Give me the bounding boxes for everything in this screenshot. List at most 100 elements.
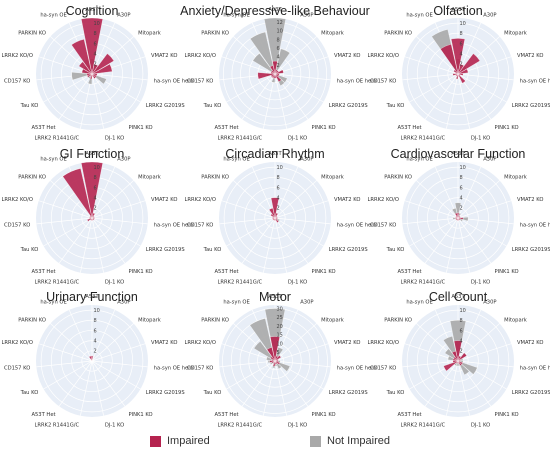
bar-impaired-cd157-ko [86, 73, 93, 76]
chart-title: GI Function [60, 147, 125, 161]
category-label-a30p: A30P [117, 12, 130, 18]
category-label-dj-1-ko: DJ-1 KO [105, 423, 124, 429]
bar-impaired-mitopark [457, 53, 481, 75]
tick-label: 6 [94, 41, 97, 47]
bar-impaired-a53t [456, 212, 460, 219]
category-label-mitopark: Mitopark [138, 31, 161, 37]
bar-impaired-a53t [81, 161, 103, 219]
spoke-line [274, 73, 331, 81]
bar-impaired-cd157-ko [269, 360, 276, 363]
bar-impaired-cd157-ko [452, 360, 459, 363]
spoke-line [91, 360, 126, 407]
spoke-line [91, 166, 116, 219]
spoke-line [424, 360, 459, 407]
spoke-line [402, 73, 459, 81]
spoke-line [226, 73, 276, 103]
bar-not-impaired-parkin-ko [252, 53, 276, 75]
tick-label: 10 [94, 21, 100, 27]
category-label-ha-syn-oe-hemi: ha-syn OE hemi [337, 365, 378, 371]
tick-label: 5 [277, 350, 280, 356]
tick-label: 25 [277, 315, 283, 321]
category-label-pink1-ko: PINK1 KO [128, 269, 152, 275]
category-label-a30p: A30P [300, 12, 313, 18]
bar-impaired-ha-syn-oe [440, 44, 459, 75]
category-label-lrrk2-r1441g-c: LRRK2 R1441G/C [400, 136, 445, 142]
category-label-pink1-ko: PINK1 KO [494, 269, 518, 275]
category-label-vmat2-ko: VMAT2 KO [151, 197, 178, 203]
bar-impaired-lrrk2-g2019s [91, 73, 98, 78]
spoke-line [457, 200, 512, 219]
category-label-tau-ko: Tau KO [203, 390, 222, 396]
category-label-lrrk2-ko-o: LRRK2 KO/O [2, 53, 33, 59]
spoke-line [58, 360, 93, 407]
category-label-cd157-ko: CD157 KO [187, 78, 213, 84]
category-label-cd157-ko: CD157 KO [370, 365, 396, 371]
polar-chart-grid: Cognition 2 4 6 8 10 A53T A30P Mitopark VMAT2 KO h… [2, 4, 550, 429]
category-label-mitopark: Mitopark [504, 318, 527, 324]
tick-label: 8 [94, 318, 97, 324]
category-label-ha-syn-oe: ha-syn OE [406, 156, 432, 162]
bar-impaired-ha-syn-oe-hemi [457, 217, 464, 220]
category-label-lrrk2-r1441g-c: LRRK2 R1441G/C [217, 136, 262, 142]
bar-impaired-parkin-ko [453, 356, 459, 362]
bar-impaired-a53t [451, 38, 465, 75]
bar-impaired-tau-ko [86, 217, 93, 222]
bar-impaired-lrrk2-g2019s [457, 360, 464, 365]
category-label-a53t-het: A53T Het [31, 125, 55, 131]
category-label-a30p: A30P [300, 156, 313, 162]
category-label-ha-syn-oe: ha-syn OE [40, 299, 66, 305]
tick-label: 6 [460, 328, 463, 334]
chart-motor: Motor 5 10 15 20 25 30 A53T A30P Mitopark VMAT2 KO… [185, 290, 378, 429]
category-label-mitopark: Mitopark [138, 318, 161, 324]
bar-impaired-mitopark [457, 352, 467, 362]
category-label-dj-1-ko: DJ-1 KO [471, 136, 490, 142]
bar-impaired-pink1-ko [91, 73, 96, 79]
category-label-parkin-ko: PARKIN KO [18, 318, 46, 324]
category-label-dj-1-ko: DJ-1 KO [288, 136, 307, 142]
bar-impaired-ha-syn-oe [269, 65, 276, 75]
spoke-line [424, 217, 459, 264]
category-label-ha-syn-oe: ha-syn OE [40, 12, 66, 18]
category-label-a53t-het: A53T Het [397, 125, 421, 131]
category-label-vmat2-ko: VMAT2 KO [151, 53, 178, 59]
category-label-pink1-ko: PINK1 KO [311, 125, 335, 131]
spoke-line [274, 166, 299, 219]
category-label-a53t: A53T [85, 151, 99, 157]
category-label-cd157-ko: CD157 KO [370, 222, 396, 228]
spoke-line [91, 360, 148, 368]
spoke-line [38, 200, 93, 219]
bar-impaired-a53t [453, 340, 463, 362]
bar-impaired-tau-ko [86, 73, 93, 78]
tick-label: 15 [277, 333, 283, 339]
spoke-line [457, 73, 507, 103]
spoke-line [219, 217, 276, 225]
category-label-tau-ko: Tau KO [386, 390, 405, 396]
chart-cardiovascular-function: Cardiovascular Function 2 4 6 8 10 A53T A30P Mit… [368, 147, 550, 286]
spoke-line [219, 360, 276, 368]
spoke-line [416, 36, 459, 75]
chart-cell-count: Cell Count 2 4 6 8 10 A53T A30P Mitopark VMAT2 KO… [368, 290, 550, 429]
chart-cognition: Cognition 2 4 6 8 10 A53T A30P Mitopark VMAT2 KO h… [2, 4, 195, 142]
category-label-parkin-ko: PARKIN KO [201, 31, 229, 37]
category-label-a30p: A30P [117, 156, 130, 162]
tick-label: 2 [460, 206, 463, 212]
category-label-a53t: A53T [268, 294, 282, 300]
category-label-parkin-ko: PARKIN KO [201, 318, 229, 324]
category-label-mitopark: Mitopark [504, 31, 527, 37]
bar-impaired-a30p [91, 63, 99, 75]
tick-label: 6 [94, 328, 97, 334]
category-label-dj-1-ko: DJ-1 KO [288, 280, 307, 286]
category-label-dj-1-ko: DJ-1 KO [288, 423, 307, 429]
category-label-lrrk2-g2019s: LRRK2 G2019S [329, 247, 368, 253]
category-label-lrrk2-ko-o: LRRK2 KO/O [185, 197, 216, 203]
tick-label: 8 [94, 31, 97, 37]
bar-impaired-lrrk2-g2019s [274, 360, 281, 365]
category-label-vmat2-ko: VMAT2 KO [517, 53, 544, 59]
tick-label: 4 [277, 55, 280, 61]
spoke-line [457, 73, 470, 129]
category-label-pink1-ko: PINK1 KO [311, 412, 335, 418]
bar-impaired-parkin-ko [270, 213, 276, 219]
tick-label: 10 [277, 165, 283, 171]
category-label-lrrk2-ko-o: LRRK2 KO/O [368, 53, 399, 59]
tick-label: 4 [277, 195, 280, 201]
